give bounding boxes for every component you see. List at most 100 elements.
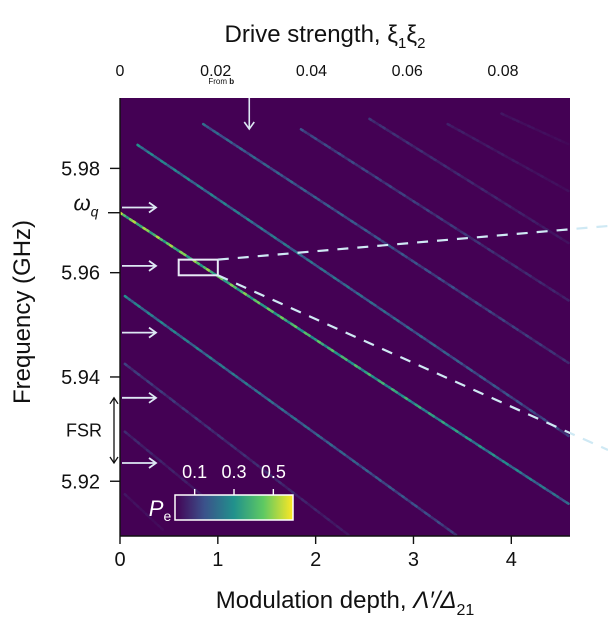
band-7-segment [273, 402, 279, 407]
band-4-segment [497, 198, 502, 202]
band-7-segment [403, 497, 409, 502]
band-0-segment [357, 366, 362, 370]
band-0-segment [276, 313, 282, 318]
band-0-segment [387, 385, 392, 390]
band-9-segment [186, 482, 192, 487]
band-2-segment [454, 287, 459, 292]
band-3-segment [490, 250, 495, 254]
band-1-segment [395, 318, 401, 323]
band-3-segment [377, 178, 383, 182]
band-2-segment [222, 136, 227, 140]
band-8-segment [252, 460, 257, 465]
band-7-segment [293, 417, 298, 422]
band-5-segment [514, 160, 520, 165]
band-3-segment [558, 293, 564, 298]
band-6-segment [503, 114, 509, 118]
band-2-segment [232, 142, 237, 147]
band-1-segment [345, 285, 351, 290]
band-1-segment [525, 406, 530, 411]
band-2-segment [252, 155, 257, 160]
band-4-segment [480, 187, 485, 192]
band-0-segment [383, 383, 389, 388]
band-8-segment [139, 374, 144, 379]
band-8-segment [319, 512, 325, 517]
band-1-segment [226, 204, 231, 209]
band-2-segment [397, 250, 402, 255]
band-0-segment [535, 481, 540, 486]
band-3-segment [381, 180, 386, 185]
band-1-segment [272, 235, 278, 240]
band-4-segment [555, 234, 560, 238]
band-2-segment [299, 186, 304, 191]
band-3-segment [442, 219, 448, 224]
band-5-segment [464, 132, 470, 137]
band-4-segment [422, 151, 428, 156]
band-5-segment [489, 146, 495, 151]
band-7-segment [312, 431, 318, 436]
top-axis-title-sub1: 1 [398, 35, 406, 52]
band-1-segment [372, 303, 377, 307]
band-3-segment [486, 247, 492, 252]
band-3-segment [306, 132, 312, 137]
band-10-segment [153, 521, 158, 526]
band-1-segment [136, 143, 141, 148]
band-7-segment [123, 294, 128, 299]
band-2-segment [541, 344, 547, 349]
band-1-segment [229, 206, 234, 211]
band-8-segment [326, 517, 331, 522]
band-7-segment [208, 355, 213, 360]
band-0-segment [457, 431, 463, 436]
band-2-segment [336, 210, 341, 215]
band-1-segment [305, 258, 311, 263]
band-8-segment [226, 441, 231, 446]
band-5-segment [511, 158, 516, 163]
band-3-segment [384, 182, 390, 187]
band-3-segment [459, 230, 465, 235]
band-6-segment [553, 136, 559, 141]
band-4-segment [500, 200, 506, 204]
band-2-segment [494, 314, 500, 319]
band-7-segment [394, 489, 399, 494]
band-0-segment [454, 429, 460, 434]
band-8-segment [197, 419, 202, 424]
band-1-segment [365, 298, 371, 303]
band-7-segment [296, 419, 301, 424]
band-8-segment [290, 490, 296, 495]
fsr-arrow-top [109, 396, 119, 405]
band-8-segment [322, 514, 328, 520]
band-0-segment [514, 468, 520, 473]
band-10-segment [141, 509, 146, 515]
band-0-segment [243, 291, 248, 296]
band-5-segment [518, 162, 523, 167]
band-6-segment [564, 141, 570, 146]
band-3-segment [333, 149, 339, 154]
band-1-segment [399, 321, 404, 325]
band-1-segment [222, 202, 228, 206]
band-8-segment [316, 510, 321, 515]
band-4-segment [398, 136, 404, 141]
band-4-segment [378, 123, 383, 128]
band-5-segment [529, 168, 534, 173]
from-b-annotation: From b [208, 77, 234, 86]
band-4-segment [504, 202, 509, 207]
band-0-segment [330, 348, 335, 353]
band-0-segment [481, 446, 486, 451]
band-7-segment [214, 360, 220, 365]
x-tick-label: 4 [506, 549, 517, 571]
band-8-segment [168, 396, 173, 402]
band-3-segment [374, 175, 380, 180]
band-2-segment [430, 272, 436, 277]
band-1-segment [262, 229, 268, 233]
band-1-segment [515, 399, 520, 404]
band-0-segment [447, 424, 453, 429]
band-0-segment [286, 320, 292, 325]
band-1-segment [239, 213, 244, 218]
band-1-segment [488, 381, 494, 386]
band-1-segment [212, 195, 218, 200]
band-1-segment [252, 222, 258, 227]
band-7-segment [156, 318, 161, 323]
band-4-segment [548, 230, 553, 234]
band-7-segment [227, 370, 233, 375]
band-7-segment [433, 518, 438, 523]
band-1-segment [538, 415, 544, 420]
